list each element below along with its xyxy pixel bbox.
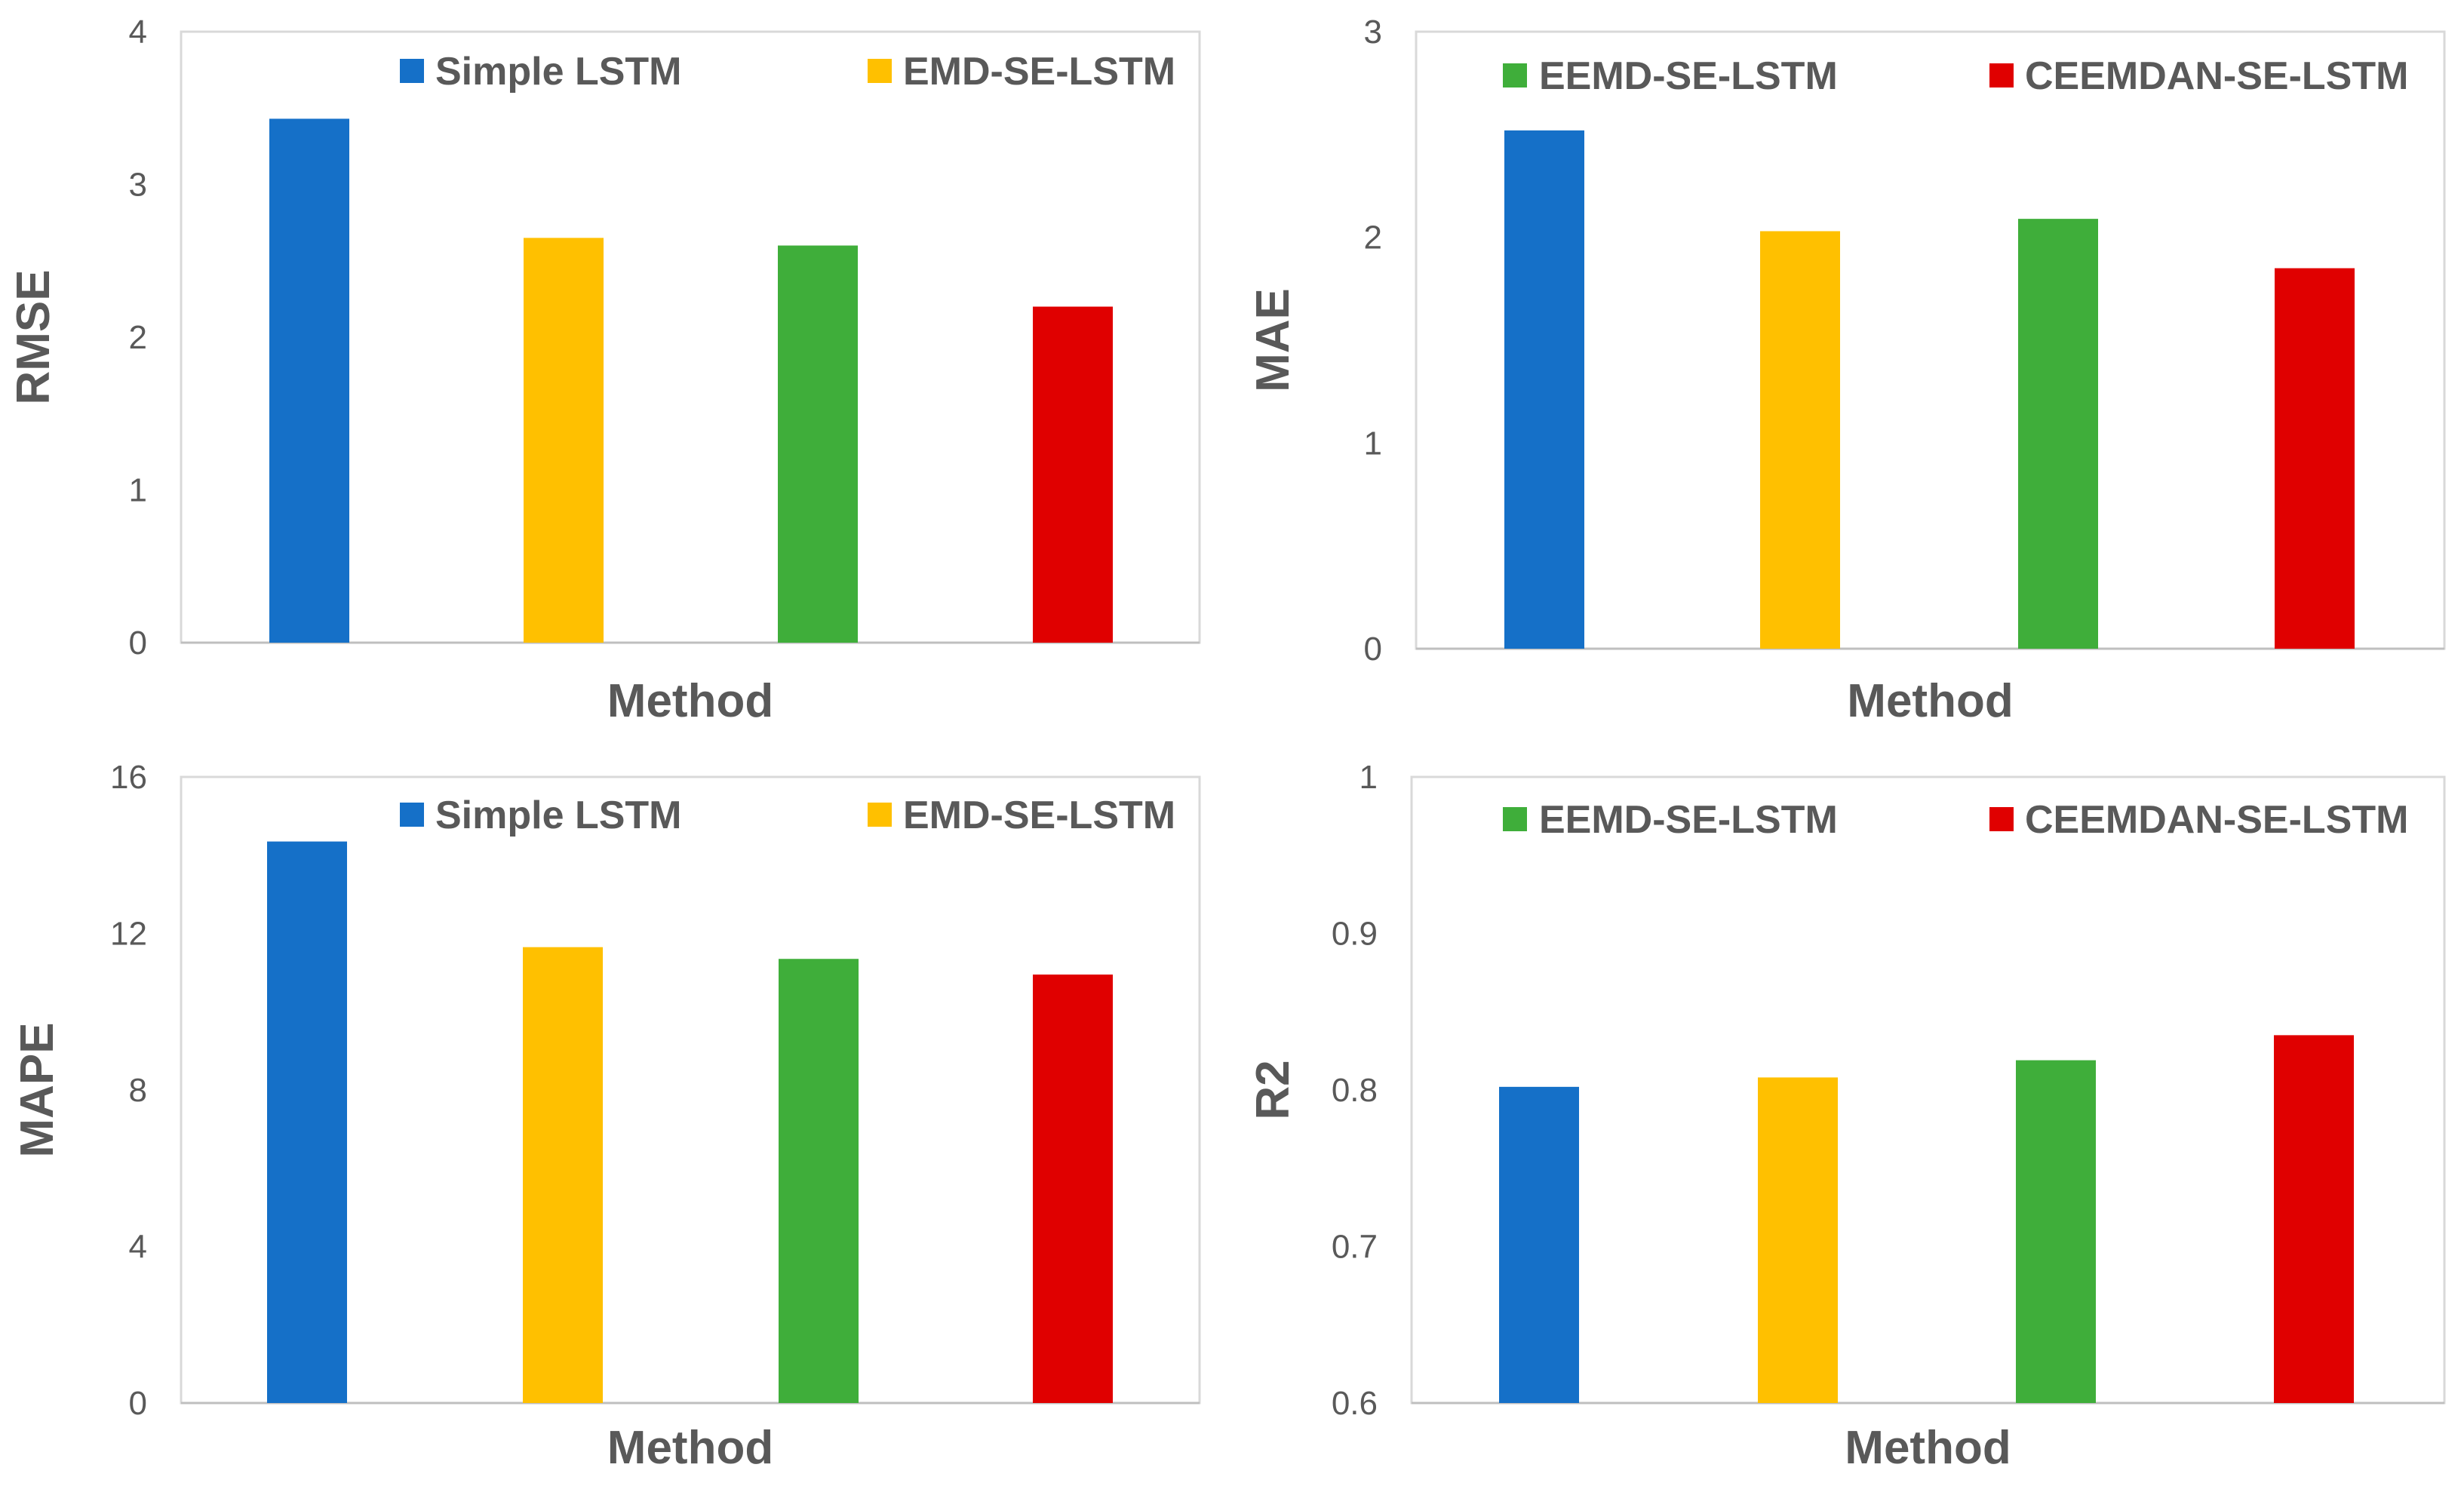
- bar-eemd-se-lstm: [779, 959, 859, 1403]
- bar-simple-lstm: [1499, 1086, 1579, 1403]
- y-tick-label: 1: [1360, 759, 1378, 796]
- bar-ceemdan-se-lstm: [1033, 306, 1113, 643]
- y-tick-label: 3: [1364, 14, 1382, 51]
- x-axis-label: Method: [607, 675, 773, 727]
- bar-eemd-se-lstm: [2018, 219, 2098, 649]
- bar-simple-lstm: [267, 841, 347, 1403]
- bar-ceemdan-se-lstm: [2275, 268, 2355, 649]
- legend-swatch: [400, 803, 424, 827]
- legend-swatch: [1503, 807, 1527, 831]
- chart-panel-r2: 0.6 0.7 0.8 0.9 1 Method R2 EEMD-SE-LSTM CEEMDAN…: [1247, 759, 2446, 1474]
- bar-emd-se-lstm: [1758, 1077, 1838, 1403]
- chart-panel-mape: 0 4 8 12 16 Method MAPE Simple LSTM EMD-SE-LSTM: [11, 759, 1201, 1474]
- chart-panel-rmse: 0 1 2 3 4 Method RMSE Simple LSTM EMD-SE-LSTM: [8, 14, 1201, 727]
- legend-label: EEMD-SE-LSTM: [1539, 798, 1838, 842]
- y-tick-label: 0.7: [1332, 1229, 1378, 1266]
- bar-simple-lstm: [269, 118, 349, 643]
- y-tick-label: 3: [129, 167, 147, 204]
- y-tick-label: 2: [129, 319, 147, 356]
- legend-label: EEMD-SE-LSTM: [1539, 54, 1838, 98]
- legend-swatch: [868, 59, 892, 83]
- bar-emd-se-lstm: [524, 238, 604, 643]
- y-tick-label: 4: [129, 14, 147, 51]
- y-axis-label: RMSE: [8, 269, 60, 404]
- x-axis-label: Method: [1845, 1422, 2011, 1474]
- legend-swatch: [1503, 63, 1527, 87]
- legend-swatch: [868, 803, 892, 827]
- legend-label: CEEMDAN-SE-LSTM: [2025, 54, 2408, 98]
- bar-emd-se-lstm: [1760, 231, 1840, 649]
- y-axis-label: MAPE: [11, 1022, 63, 1157]
- legend-label: Simple LSTM: [435, 50, 681, 94]
- legend-label: Simple LSTM: [435, 794, 681, 837]
- y-axis-label: MAE: [1247, 288, 1299, 392]
- legend-swatch: [1989, 63, 2014, 87]
- y-tick-label: 0.9: [1332, 916, 1378, 953]
- legend-swatch: [1989, 807, 2014, 831]
- legend-label: CEEMDAN-SE-LSTM: [2025, 798, 2408, 842]
- bar-eemd-se-lstm: [778, 245, 858, 643]
- y-tick-label: 0: [129, 1385, 147, 1422]
- y-tick-label: 8: [129, 1072, 147, 1109]
- bar-ceemdan-se-lstm: [2274, 1035, 2354, 1403]
- y-tick-label: 1: [129, 472, 147, 509]
- legend-label: EMD-SE-LSTM: [903, 794, 1175, 837]
- y-axis-label: R2: [1247, 1060, 1299, 1119]
- legend-label: EMD-SE-LSTM: [903, 50, 1175, 94]
- y-tick-label: 12: [110, 916, 147, 953]
- y-tick-label: 0: [1364, 631, 1382, 668]
- bar-ceemdan-se-lstm: [1033, 974, 1113, 1403]
- y-tick-label: 1: [1364, 425, 1382, 462]
- y-tick-label: 0.8: [1332, 1072, 1378, 1109]
- x-axis-label: Method: [1847, 675, 2013, 727]
- chart-panel-mae: 0 1 2 3 Method MAE EEMD-SE-LSTM CEEMDAN-SE-LSTM: [1247, 14, 2446, 727]
- y-tick-label: 16: [110, 759, 147, 796]
- y-tick-label: 0: [129, 625, 147, 662]
- bar-eemd-se-lstm: [2016, 1060, 2096, 1403]
- y-tick-label: 4: [129, 1229, 147, 1266]
- bar-emd-se-lstm: [523, 947, 603, 1403]
- legend-swatch: [400, 59, 424, 83]
- x-axis-label: Method: [607, 1422, 773, 1474]
- y-tick-label: 2: [1364, 220, 1382, 256]
- bar-simple-lstm: [1504, 130, 1584, 649]
- y-tick-label: 0.6: [1332, 1385, 1378, 1422]
